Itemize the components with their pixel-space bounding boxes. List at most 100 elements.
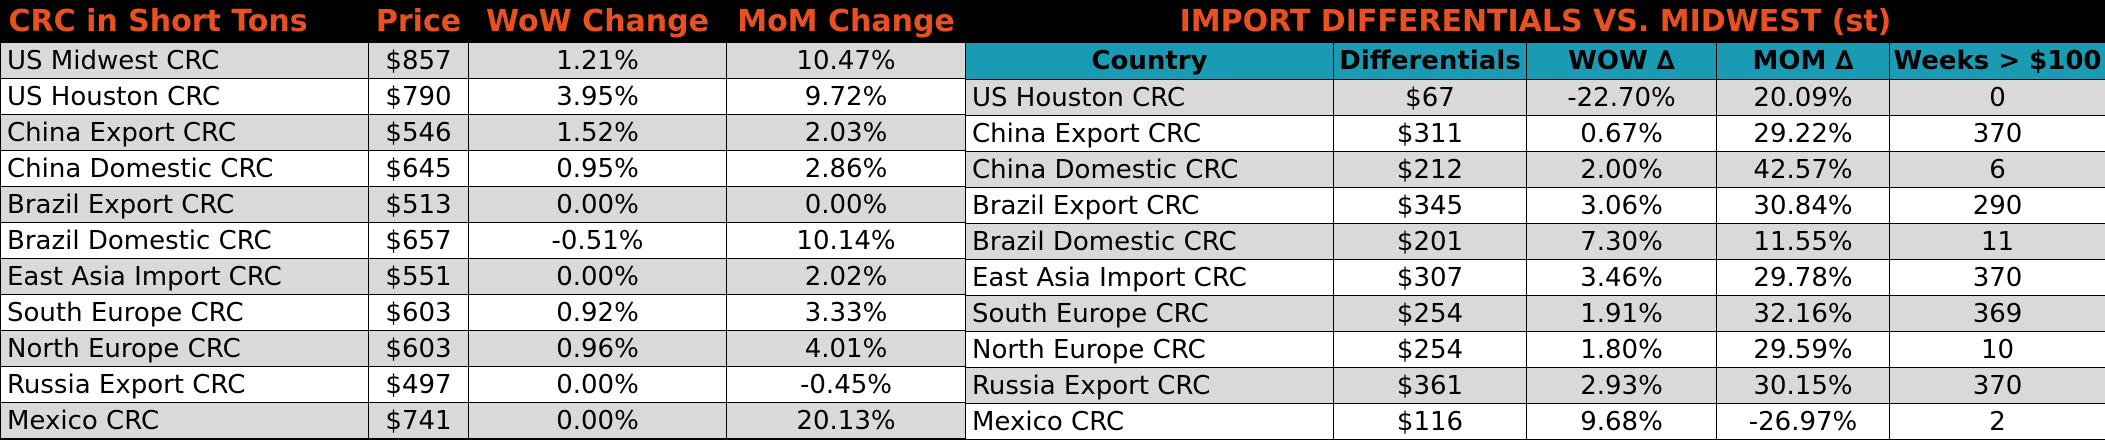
mom-delta-cell: 42.57% xyxy=(1716,151,1890,188)
product-name-cell: US Midwest CRC xyxy=(0,42,369,79)
column-header-price: Price xyxy=(368,0,469,43)
import-differentials-table: IMPORT DIFFERENTIALS VS. MIDWEST (st) Co… xyxy=(965,0,2105,440)
table-row: China Domestic CRC $645 0.95% 2.86% xyxy=(0,150,966,187)
differential-cell: $212 xyxy=(1333,151,1527,188)
wow-delta-cell: -22.70% xyxy=(1526,79,1717,116)
wow-delta-cell: 0.67% xyxy=(1526,115,1717,152)
wow-delta-cell: 9.68% xyxy=(1526,403,1717,440)
mom-change-cell: 10.14% xyxy=(726,222,966,259)
country-cell: US Houston CRC xyxy=(965,79,1334,116)
table-row: East Asia Import CRC $551 0.00% 2.02% xyxy=(0,258,966,295)
product-name-cell: China Domestic CRC xyxy=(0,150,369,187)
wow-delta-cell: 7.30% xyxy=(1526,223,1717,260)
mom-change-cell: 9.72% xyxy=(726,78,966,115)
weeks-over-100-cell: 11 xyxy=(1888,223,2105,260)
wow-change-cell: 0.00% xyxy=(468,186,727,223)
mom-delta-cell: 29.22% xyxy=(1716,115,1890,152)
import-differentials-title: IMPORT DIFFERENTIALS VS. MIDWEST (st) xyxy=(965,0,2105,43)
column-header-mom-delta: MOM ∆ xyxy=(1716,42,1890,80)
mom-change-cell: 20.13% xyxy=(726,402,966,439)
column-header-mom-change: MoM Change xyxy=(726,0,966,43)
mom-change-cell: 10.47% xyxy=(726,42,966,79)
table-row: US Midwest CRC $857 1.21% 10.47% xyxy=(0,42,966,79)
column-header-country: Country xyxy=(965,42,1334,80)
mom-delta-cell: 32.16% xyxy=(1716,295,1890,332)
column-header-differentials: Differentials xyxy=(1333,42,1527,80)
table-row: North Europe CRC $603 0.96% 4.01% xyxy=(0,330,966,367)
table-row: North Europe CRC $254 1.80% 29.59% 10 xyxy=(965,331,2105,368)
price-cell: $551 xyxy=(368,258,469,295)
product-name-cell: North Europe CRC xyxy=(0,330,369,367)
differential-cell: $67 xyxy=(1333,79,1527,116)
price-cell: $513 xyxy=(368,186,469,223)
product-name-cell: US Houston CRC xyxy=(0,78,369,115)
country-cell: East Asia Import CRC xyxy=(965,259,1334,296)
mom-delta-cell: 11.55% xyxy=(1716,223,1890,260)
import-differentials-title-row: IMPORT DIFFERENTIALS VS. MIDWEST (st) xyxy=(965,0,2105,43)
table-row: South Europe CRC $603 0.92% 3.33% xyxy=(0,294,966,331)
wow-delta-cell: 3.46% xyxy=(1526,259,1717,296)
wow-change-cell: 0.00% xyxy=(468,258,727,295)
table-row: Brazil Export CRC $513 0.00% 0.00% xyxy=(0,186,966,223)
weeks-over-100-cell: 370 xyxy=(1888,367,2105,404)
wow-delta-cell: 3.06% xyxy=(1526,187,1717,224)
mom-delta-cell: 20.09% xyxy=(1716,79,1890,116)
wow-change-cell: 0.96% xyxy=(468,330,727,367)
differential-cell: $116 xyxy=(1333,403,1527,440)
mom-delta-cell: 29.59% xyxy=(1716,331,1890,368)
crc-price-header-row: CRC in Short Tons Price WoW Change MoM C… xyxy=(0,0,966,43)
country-cell: China Domestic CRC xyxy=(965,151,1334,188)
weeks-over-100-cell: 6 xyxy=(1888,151,2105,188)
wow-change-cell: 0.95% xyxy=(468,150,727,187)
weeks-over-100-cell: 2 xyxy=(1888,403,2105,440)
country-cell: North Europe CRC xyxy=(965,331,1334,368)
weeks-over-100-cell: 370 xyxy=(1888,259,2105,296)
weeks-over-100-cell: 10 xyxy=(1888,331,2105,368)
column-header-wow-change: WoW Change xyxy=(468,0,727,43)
mom-change-cell: 2.02% xyxy=(726,258,966,295)
wow-delta-cell: 1.91% xyxy=(1526,295,1717,332)
differential-cell: $311 xyxy=(1333,115,1527,152)
import-differentials-header-row: Country Differentials WOW ∆ MOM ∆ Weeks … xyxy=(965,42,2105,80)
table-row: South Europe CRC $254 1.91% 32.16% 369 xyxy=(965,295,2105,332)
wow-delta-cell: 1.80% xyxy=(1526,331,1717,368)
price-cell: $645 xyxy=(368,150,469,187)
table-row: US Houston CRC $67 -22.70% 20.09% 0 xyxy=(965,79,2105,116)
weeks-over-100-cell: 370 xyxy=(1888,115,2105,152)
product-name-cell: Brazil Export CRC xyxy=(0,186,369,223)
wow-delta-cell: 2.93% xyxy=(1526,367,1717,404)
differential-cell: $254 xyxy=(1333,295,1527,332)
country-cell: South Europe CRC xyxy=(965,295,1334,332)
mom-change-cell: 3.33% xyxy=(726,294,966,331)
product-name-cell: East Asia Import CRC xyxy=(0,258,369,295)
mom-delta-cell: -26.97% xyxy=(1716,403,1890,440)
table-row: China Export CRC $311 0.67% 29.22% 370 xyxy=(965,115,2105,152)
wow-change-cell: 1.52% xyxy=(468,114,727,151)
table-row: Mexico CRC $116 9.68% -26.97% 2 xyxy=(965,403,2105,440)
weeks-over-100-cell: 290 xyxy=(1888,187,2105,224)
table-row: Brazil Domestic CRC $201 7.30% 11.55% 11 xyxy=(965,223,2105,260)
table-row: US Houston CRC $790 3.95% 9.72% xyxy=(0,78,966,115)
price-cell: $790 xyxy=(368,78,469,115)
price-cell: $603 xyxy=(368,294,469,331)
differential-cell: $345 xyxy=(1333,187,1527,224)
differential-cell: $254 xyxy=(1333,331,1527,368)
table-row: Brazil Export CRC $345 3.06% 30.84% 290 xyxy=(965,187,2105,224)
price-cell: $497 xyxy=(368,366,469,403)
country-cell: Mexico CRC xyxy=(965,403,1334,440)
table-row: Russia Export CRC $361 2.93% 30.15% 370 xyxy=(965,367,2105,404)
wow-change-cell: 0.00% xyxy=(468,366,727,403)
mom-change-cell: 2.86% xyxy=(726,150,966,187)
table-row: East Asia Import CRC $307 3.46% 29.78% 370 xyxy=(965,259,2105,296)
price-cell: $657 xyxy=(368,222,469,259)
weeks-over-100-cell: 0 xyxy=(1888,79,2105,116)
wow-delta-cell: 2.00% xyxy=(1526,151,1717,188)
column-header-crc: CRC in Short Tons xyxy=(0,0,369,43)
table-row: China Export CRC $546 1.52% 2.03% xyxy=(0,114,966,151)
table-row: Brazil Domestic CRC $657 -0.51% 10.14% xyxy=(0,222,966,259)
product-name-cell: South Europe CRC xyxy=(0,294,369,331)
table-row: China Domestic CRC $212 2.00% 42.57% 6 xyxy=(965,151,2105,188)
differential-cell: $361 xyxy=(1333,367,1527,404)
mom-delta-cell: 29.78% xyxy=(1716,259,1890,296)
price-cell: $603 xyxy=(368,330,469,367)
